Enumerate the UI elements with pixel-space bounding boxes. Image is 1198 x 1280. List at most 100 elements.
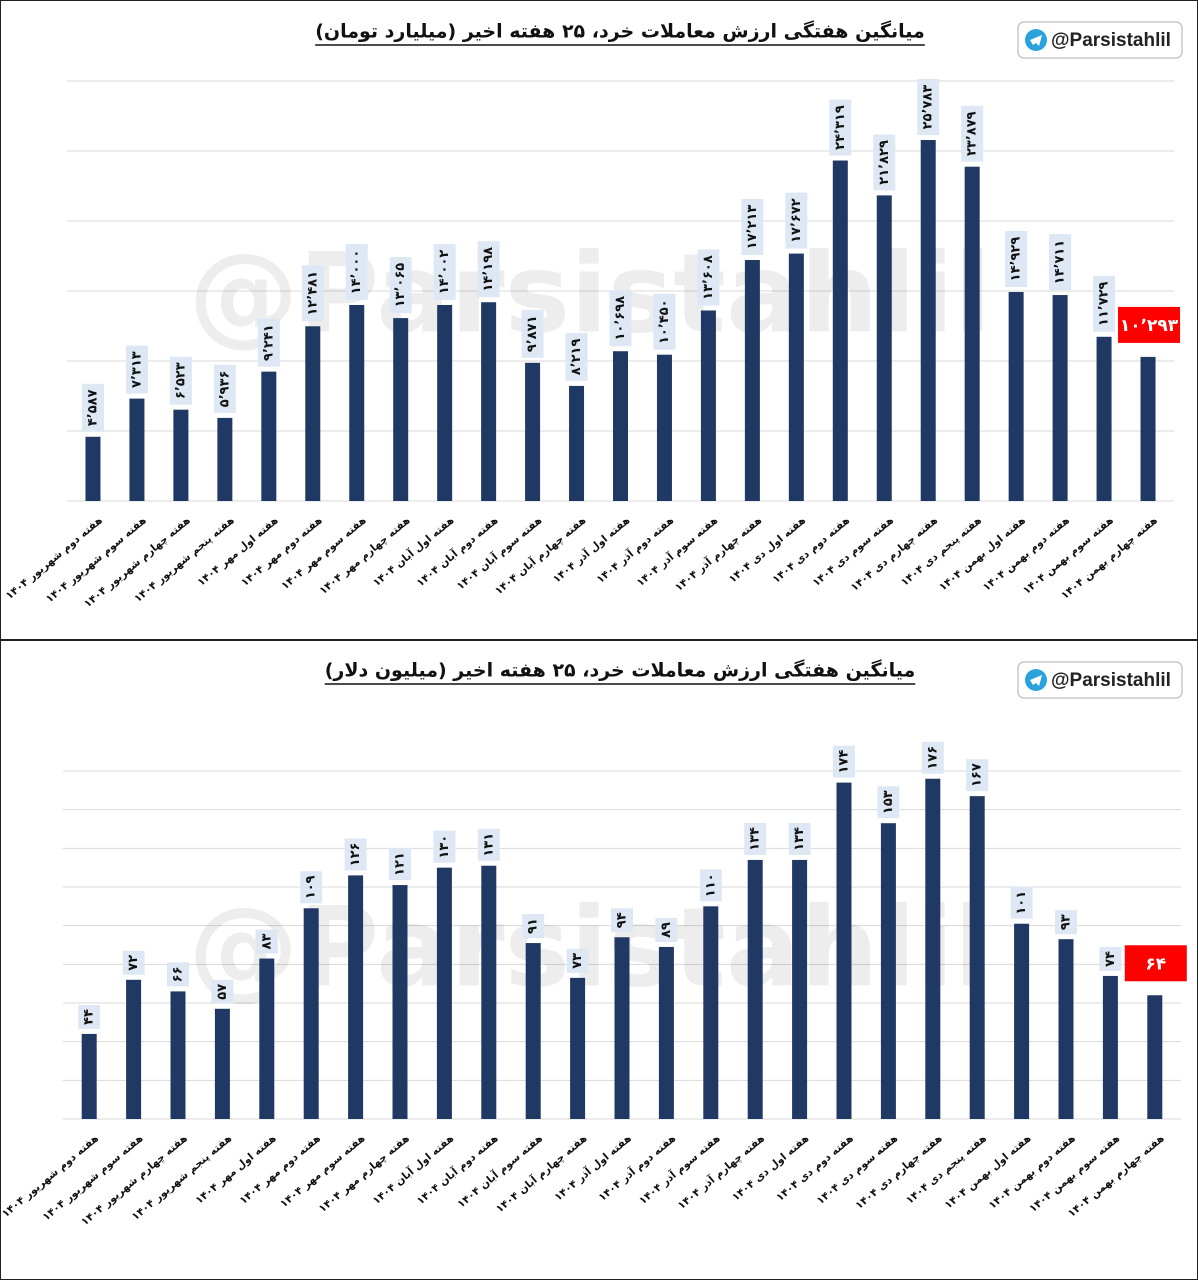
value-label-text: ۶٬۵۲۳ xyxy=(173,362,188,399)
bar xyxy=(920,140,936,501)
value-label: ۹٬۸۷۱ xyxy=(521,309,544,358)
value-label-text: ۱۳۴ xyxy=(748,827,763,851)
value-label-box xyxy=(873,134,896,191)
bar xyxy=(393,318,409,501)
value-label-box xyxy=(697,249,720,306)
value-label-text: ۱۳۱ xyxy=(481,833,496,857)
value-label: ۱۴٬۰۰۰ xyxy=(345,244,368,300)
value-label: ۹۴ xyxy=(611,908,633,933)
value-label-text: ۱۴٬۰۰۰ xyxy=(349,250,364,295)
value-label-text: ۲۱٬۸۲۹ xyxy=(877,140,892,185)
value-label-box xyxy=(1093,275,1116,332)
value-label-text: ۱۴٬۱۹۸ xyxy=(481,247,496,292)
value-label: ۱۰٬۲۹۳ xyxy=(1118,306,1181,343)
value-label-text: ۱۷٬۲۱۳ xyxy=(745,205,760,250)
value-label-text: ۱۳۴ xyxy=(792,827,807,851)
value-label-box xyxy=(211,979,234,1004)
bar xyxy=(836,782,852,1119)
value-label: ۱۴٬۷۱۱ xyxy=(1049,234,1072,291)
value-label-box xyxy=(921,741,944,774)
value-label: ۸٬۲۱۹ xyxy=(565,332,588,381)
bar xyxy=(614,937,630,1119)
value-label: ۱۵۳ xyxy=(877,786,900,819)
bar xyxy=(85,436,101,501)
value-label-box xyxy=(213,364,236,413)
value-label-text: ۱۲۶ xyxy=(348,842,363,866)
value-label-text: ۹۳ xyxy=(1059,914,1074,930)
value-label: ۱۳۴ xyxy=(788,822,811,855)
value-label-box xyxy=(917,79,940,136)
value-label-text: ۸۹ xyxy=(659,922,674,938)
brand-text: @Parsistahlil xyxy=(1051,670,1171,691)
value-label-box xyxy=(389,257,412,314)
bar xyxy=(525,362,541,501)
value-label-text: ۷۴ xyxy=(1103,951,1118,967)
value-label-box xyxy=(1099,946,1122,971)
value-label-box xyxy=(522,914,545,939)
value-label-box xyxy=(655,917,678,942)
value-label-text: ۱۴٬۷۱۱ xyxy=(1053,240,1068,285)
value-label-text: ۱۰۹ xyxy=(304,875,319,899)
value-label-box xyxy=(78,1004,101,1029)
value-label-box xyxy=(301,265,324,322)
panel-border xyxy=(0,640,1198,1280)
value-label: ۱۷٬۲۱۳ xyxy=(741,199,764,256)
value-label: ۶۶ xyxy=(167,962,189,987)
value-label: ۱۲۱ xyxy=(389,848,411,881)
value-label-box xyxy=(477,241,500,298)
value-label-box xyxy=(565,332,588,381)
value-label: ۱۰٬۶۹۸ xyxy=(609,290,632,347)
bar xyxy=(569,385,585,501)
value-label: ۸۹ xyxy=(655,917,678,942)
value-label-text: ۴٬۵۸۷ xyxy=(85,389,100,426)
bar xyxy=(348,875,364,1119)
value-label-text: ۵٬۹۳۶ xyxy=(217,371,232,408)
value-label-text: ۱۴٬۹۲۹ xyxy=(1009,237,1024,282)
value-label-box xyxy=(966,759,989,792)
value-label-text: ۹٬۲۴۱ xyxy=(261,324,276,361)
value-label: ۹۳ xyxy=(1055,910,1077,935)
bar xyxy=(349,305,365,501)
value-label-text: ۹۴ xyxy=(615,912,630,928)
value-label-box xyxy=(741,199,764,256)
value-label: ۱۷٬۶۷۲ xyxy=(785,192,808,249)
bar xyxy=(1096,336,1112,501)
value-label-box xyxy=(566,948,589,973)
value-label: ۲۴٬۳۱۹ xyxy=(829,99,852,156)
bar xyxy=(305,326,321,501)
value-label-text: ۸٬۲۱۹ xyxy=(569,339,584,376)
bar xyxy=(261,371,277,501)
bar xyxy=(969,796,985,1119)
value-label-box xyxy=(833,745,855,778)
value-label-text: ۱۰٬۲۹۳ xyxy=(1120,316,1179,336)
value-label-text: ۵۷ xyxy=(215,984,230,1000)
bar xyxy=(170,991,186,1119)
value-label: ۱۳۱ xyxy=(477,828,500,861)
bar xyxy=(81,1033,97,1119)
value-label-box xyxy=(345,244,368,300)
chart-title: میانگین هفتگی ارزش معاملات خرد، ۲۵ هفته … xyxy=(315,20,925,43)
chart-title: میانگین هفتگی ارزش معاملات خرد، ۲۵ هفته … xyxy=(325,659,916,682)
chart: @Parsistahlil میانگین هفتگی ارزش معاملات … xyxy=(0,640,1198,1280)
value-label-box xyxy=(609,290,632,347)
value-label-text: ۱۱٬۷۲۹ xyxy=(1097,281,1112,326)
value-label-box xyxy=(1055,910,1077,935)
value-label: ۷۳ xyxy=(566,948,589,973)
bar xyxy=(613,351,628,501)
value-label-box xyxy=(611,908,633,933)
value-label-text: ۱۷۴ xyxy=(837,750,852,774)
value-label: ۲۵٬۷۸۳ xyxy=(917,79,940,136)
value-label-text: ۹۱ xyxy=(526,918,541,934)
value-label-text: ۱۰٬۶۹۸ xyxy=(613,296,628,341)
value-label-box xyxy=(877,786,900,819)
value-label-text: ۱۴٬۰۰۲ xyxy=(437,250,452,295)
bar xyxy=(656,354,672,501)
bar xyxy=(1014,923,1030,1119)
value-label: ۱۱٬۷۲۹ xyxy=(1093,275,1116,332)
telegram-plane xyxy=(1030,675,1042,686)
value-label-text: ۷۲ xyxy=(126,955,141,971)
value-label-box xyxy=(477,828,500,861)
value-label: ۲۱٬۸۲۹ xyxy=(873,134,896,191)
value-label-text: ۷۳ xyxy=(570,953,585,969)
